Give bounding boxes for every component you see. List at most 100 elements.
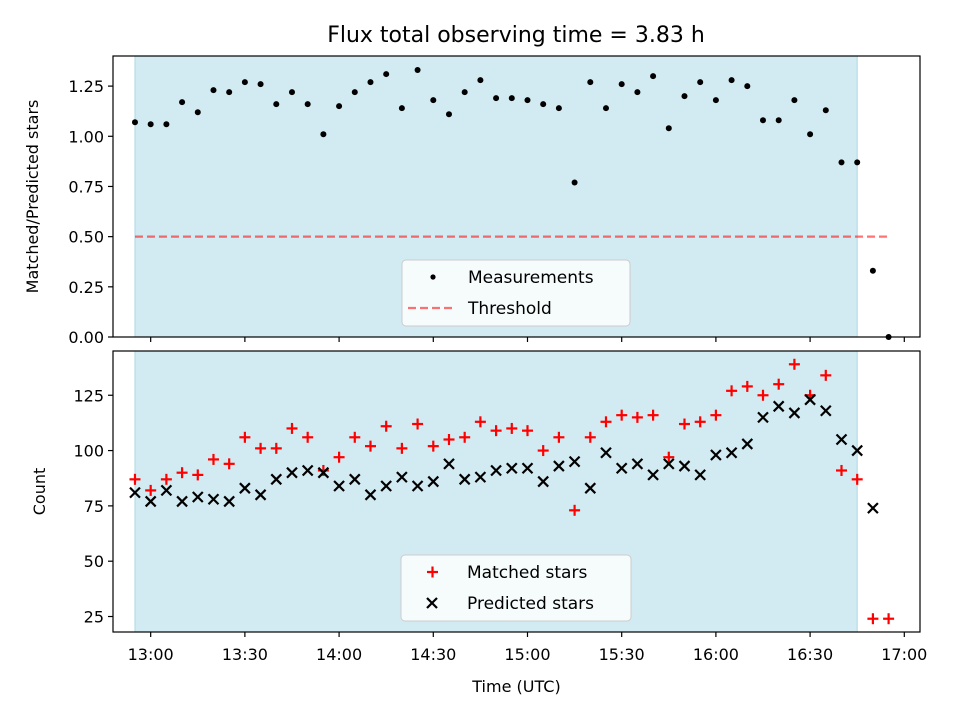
predicted-star-point [192,491,204,503]
legend-box [400,554,632,622]
y-tick-label: 100 [73,442,104,461]
legend-matched-key [427,566,438,578]
matched-star-point [160,473,172,485]
measurement-point [273,101,280,108]
measurement-point [618,81,625,88]
matched-star-point [207,453,219,465]
measurement-point [477,77,484,84]
predicted-star-point [176,495,188,508]
x-tick-label: 16:00 [693,645,739,664]
predicted-star-point [317,466,330,479]
matched-star-point [412,418,424,430]
predicted-star-point [333,480,345,492]
predicted-star-point [490,464,502,477]
matched-star-point [506,422,518,434]
matched-star-point [757,389,769,401]
matched-star-point [270,442,282,454]
measurement-point [241,79,248,86]
matched-star-point [600,416,612,428]
measurement-point [634,89,641,96]
matched-star-point [773,378,785,390]
axes-frame [112,55,921,338]
measurement-point [822,107,829,114]
matched-star-point [129,473,141,485]
measurement-point [336,103,343,110]
measurement-point [194,109,201,116]
matched-star-point [584,431,596,443]
legend-box [401,259,631,327]
measurement-point [445,111,452,118]
legend-predicted-key [426,597,438,609]
predicted-star-point [615,462,628,475]
matched-star-point [710,409,722,421]
measurement-point [759,117,766,124]
x-tick-label: 13:30 [222,645,268,664]
x-tick-label: 16:30 [787,645,833,664]
measurement-point [414,67,421,74]
measurement-point [775,117,782,124]
legend-label: Predicted stars [467,594,594,614]
matched-star-point [820,369,832,381]
axes-frame [112,350,921,633]
x-tick-label: 14:00 [316,645,362,664]
predicted-star-point [867,502,879,514]
predicted-star-point [506,462,518,475]
measurement-point [163,121,170,128]
predicted-star-point [757,411,769,424]
x-axis-label: Time (UTC) [471,677,560,696]
matched-star-point [537,445,549,457]
matched-star-point [176,467,188,479]
matched-star-point [521,425,533,437]
y-tick-label: 1.25 [68,77,104,96]
measurement-point [524,97,531,104]
legend-measurement-key [430,274,436,280]
predicted-star-point [820,404,832,417]
matched-star-point [145,484,157,496]
matched-star-point [286,422,298,434]
measurement-point [226,89,233,96]
matched-star-point [380,420,392,432]
predicted-star-point [270,473,283,486]
y-tick-label: 0.75 [68,177,104,196]
measurement-point [744,83,751,90]
x-tick-label: 15:00 [504,645,550,664]
predicted-star-point [364,489,377,501]
predicted-star-point [521,462,534,475]
y-tick-label: 125 [73,386,104,405]
legend-label: Measurements [468,268,594,288]
predicted-star-point [380,480,392,492]
matched-star-point [255,442,267,454]
measurement-point [508,95,515,102]
x-tick-label: 13:00 [128,645,174,664]
measurement-point [320,131,327,138]
predicted-star-point [851,444,863,457]
predicted-star-point [647,469,659,481]
predicted-star-point [396,471,408,483]
predicted-star-point [835,433,848,446]
predicted-star-point [788,407,801,419]
matched-star-point [223,458,235,470]
predicted-star-point [710,449,722,461]
matched-star-point [741,380,753,392]
predicted-star-point [772,400,785,413]
measurement-point [304,101,311,108]
measurement-point [257,81,264,88]
measurement-point [555,105,562,112]
matched-star-point [459,431,471,443]
legend-label: Matched stars [467,563,587,583]
matched-star-point [192,469,204,481]
y-tick-label: 75 [84,497,104,516]
y-tick-label: 1.00 [68,127,104,146]
measurement-point [681,93,688,100]
predicted-star-point [725,447,738,459]
measurement-point [838,159,845,166]
measurement-point [430,97,437,104]
measurement-point [461,89,468,96]
y-axis-label: Matched/Predicted stars [23,100,42,294]
matched-star-point [883,613,895,625]
measurement-point [383,71,390,78]
predicted-star-point [301,464,314,477]
matched-star-point [427,440,439,452]
measurement-point [665,125,672,132]
